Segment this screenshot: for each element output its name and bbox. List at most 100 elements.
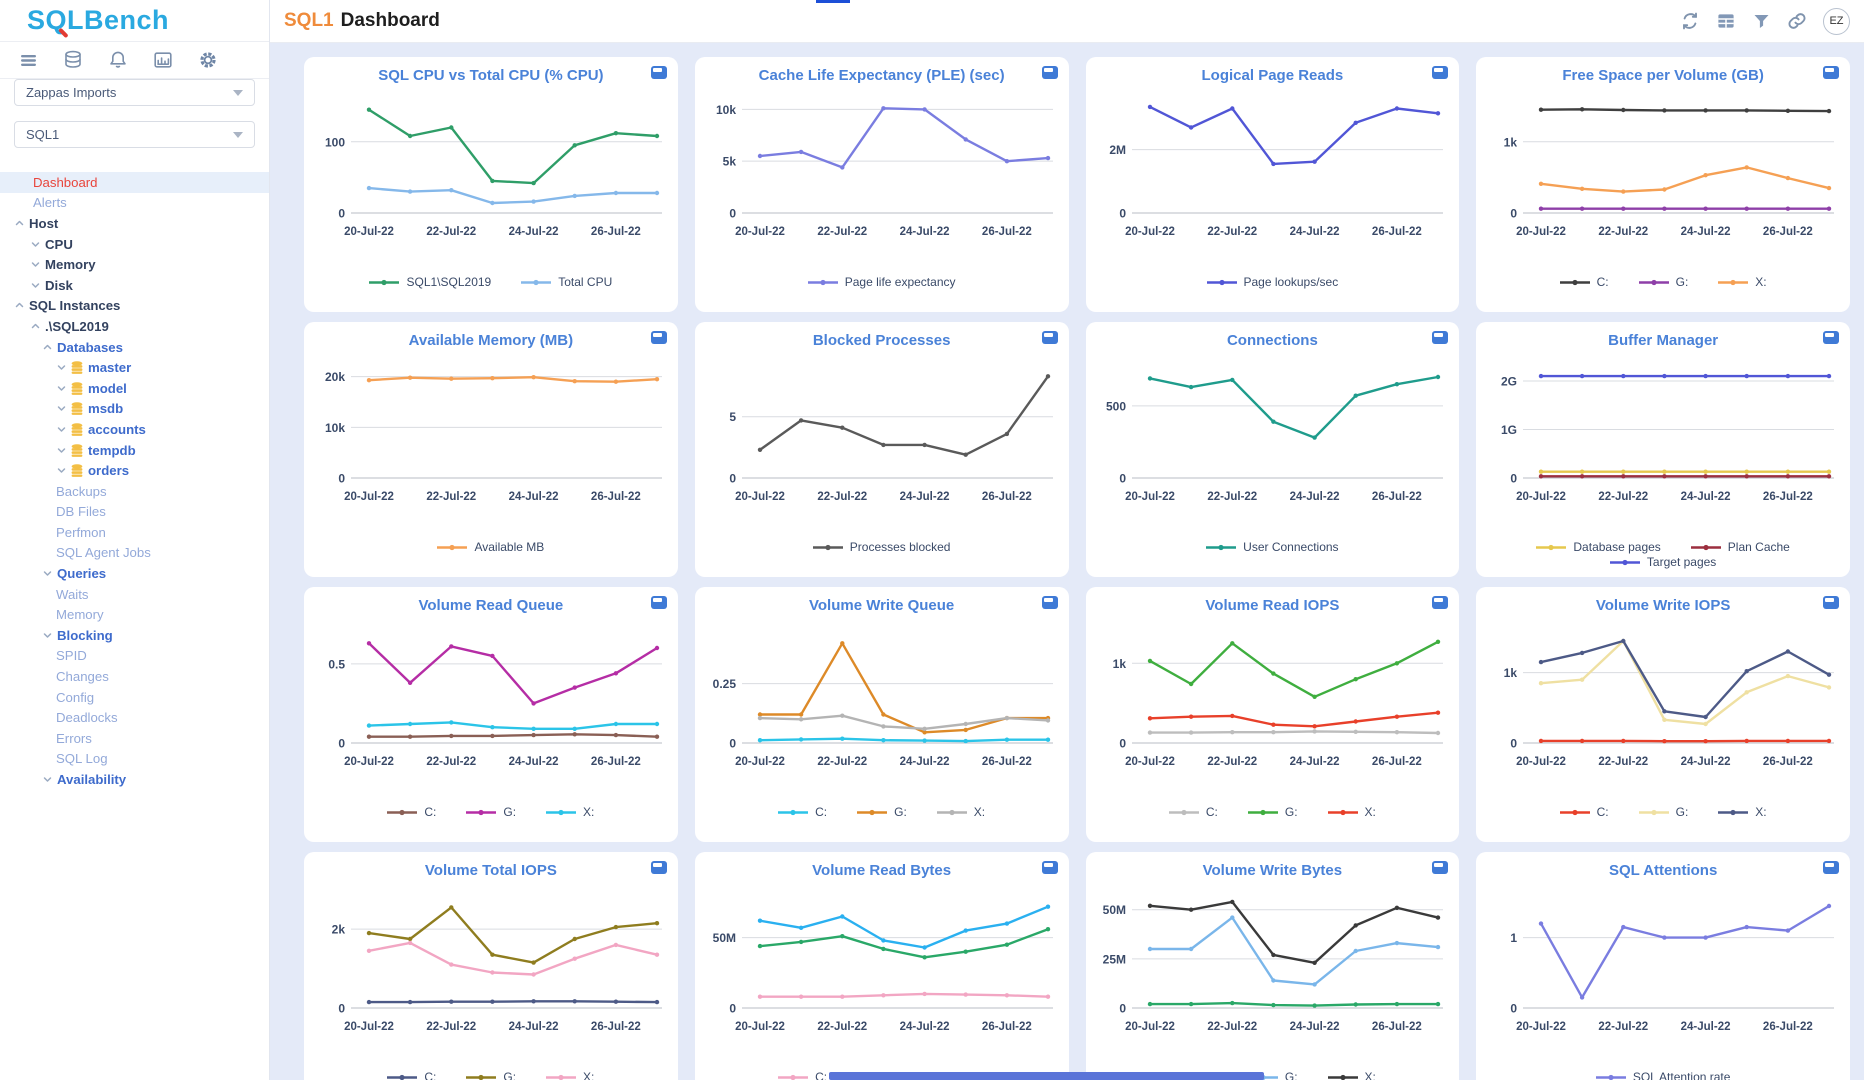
legend-item-total-cpu[interactable]: Total CPU [521,275,612,289]
expand-icon[interactable] [30,259,41,270]
refresh-icon[interactable] [1680,11,1700,31]
expand-icon[interactable] [56,362,67,373]
legend-item-c[interactable]: C: [1168,805,1218,819]
expand-icon[interactable] [56,465,67,476]
tree-item-sql-agent-jobs[interactable]: SQL Agent Jobs [0,543,269,564]
tree-item-perfmon[interactable]: Perfmon [0,522,269,543]
tree-item-deadlocks[interactable]: Deadlocks [0,707,269,728]
tree-item-db-files[interactable]: DB Files [0,502,269,523]
tree-item-memory[interactable]: Memory [0,254,269,275]
legend-item-c[interactable]: C: [778,1070,827,1080]
legend-item-c[interactable]: C: [778,805,827,819]
legend-item-database-pages[interactable]: Database pages [1536,540,1661,554]
tree-item-disk[interactable]: Disk [0,275,269,296]
legend-item-x[interactable]: X: [546,805,594,819]
tree-item-accounts[interactable]: accounts [0,419,269,440]
legend-item-g[interactable]: G: [1638,805,1688,819]
link-icon[interactable] [1787,11,1807,31]
legend-item-x[interactable]: X: [1327,1070,1376,1080]
collapse-icon[interactable] [42,342,53,353]
legend-item-c[interactable]: C: [387,805,436,819]
card-window-icon[interactable] [1432,66,1449,79]
tree-item-cpu[interactable]: CPU [0,234,269,255]
filter-icon[interactable] [1752,12,1771,31]
tree-item-waits[interactable]: Waits [0,584,269,605]
database-icon[interactable] [62,49,84,71]
tree-item-errors[interactable]: Errors [0,728,269,749]
card-window-icon[interactable] [1823,331,1839,344]
legend-item-page-lookups-sec[interactable]: Page lookups/sec [1206,275,1338,289]
card-window-icon[interactable] [650,596,667,609]
tree-item-sql2019[interactable]: .\SQL2019 [0,316,269,337]
tree-item-alerts[interactable]: Alerts [0,193,269,214]
connection-select[interactable]: Zappas Imports [14,79,255,106]
legend-item-target-pages[interactable]: Target pages [1609,555,1716,569]
expand-icon[interactable] [56,383,67,394]
legend-item-g[interactable]: G: [857,805,907,819]
tree-item-msdb[interactable]: msdb [0,399,269,420]
legend-item-g[interactable]: G: [466,1070,516,1080]
instance-select[interactable]: SQL1 [14,121,255,148]
tree-item-memory[interactable]: Memory [0,604,269,625]
expand-icon[interactable] [30,280,41,291]
legend-item-c[interactable]: C: [1559,275,1609,289]
tree-item-dashboard[interactable]: Dashboard [0,172,269,193]
tree-item-blocking[interactable]: Blocking [0,625,269,646]
tree-item-databases[interactable]: Databases [0,337,269,358]
collapse-icon[interactable] [14,300,25,311]
expand-icon[interactable] [56,403,67,414]
tree-item-master[interactable]: master [0,357,269,378]
table-icon[interactable] [1716,11,1736,31]
notifications-bell-icon[interactable] [107,49,129,71]
collapse-icon[interactable] [14,218,25,229]
legend-item-c[interactable]: C: [387,1070,436,1080]
legend-item-page-life-expectancy[interactable]: Page life expectancy [807,275,956,289]
expand-icon[interactable] [42,774,53,785]
legend-item-x[interactable]: X: [1718,275,1767,289]
user-avatar[interactable]: EZ [1823,7,1850,35]
expand-icon[interactable] [42,568,53,579]
legend-item-processes-blocked[interactable]: Processes blocked [812,540,950,554]
card-window-icon[interactable] [1041,861,1058,874]
tree-item-sql-instances[interactable]: SQL Instances [0,296,269,317]
expand-icon[interactable] [56,445,67,456]
card-window-icon[interactable] [1432,596,1449,609]
expand-icon[interactable] [42,630,53,641]
card-window-icon[interactable] [1823,861,1839,874]
tree-item-queries[interactable]: Queries [0,563,269,584]
legend-item-user-connections[interactable]: User Connections [1206,540,1339,554]
card-window-icon[interactable] [650,66,667,79]
tree-item-config[interactable]: Config [0,687,269,708]
charts-icon[interactable] [152,49,174,71]
legend-item-g[interactable]: G: [466,805,516,819]
expand-icon[interactable] [30,239,41,250]
legend-item-c[interactable]: C: [1559,805,1609,819]
card-window-icon[interactable] [1041,331,1058,344]
tree-item-sql-log[interactable]: SQL Log [0,749,269,770]
tree-item-spid[interactable]: SPID [0,646,269,667]
card-window-icon[interactable] [1823,66,1839,79]
tree-item-backups[interactable]: Backups [0,481,269,502]
card-window-icon[interactable] [1041,596,1058,609]
legend-item-g[interactable]: G: [1638,275,1688,289]
legend-item-x[interactable]: X: [1327,805,1376,819]
card-window-icon[interactable] [1041,66,1058,79]
legend-item-available-mb[interactable]: Available MB [437,540,544,554]
card-window-icon[interactable] [650,331,667,344]
tree-item-availability[interactable]: Availability [0,769,269,790]
legend-item-sql-attention-rate[interactable]: SQL Attention rate [1595,1070,1730,1080]
legend-item-g[interactable]: G: [1247,805,1298,819]
collapse-icon[interactable] [30,321,41,332]
card-window-icon[interactable] [1432,331,1449,344]
legend-item-x[interactable]: X: [546,1070,594,1080]
tree-item-host[interactable]: Host [0,213,269,234]
legend-item-x[interactable]: X: [1718,805,1767,819]
legend-item-x[interactable]: X: [936,805,985,819]
horizontal-scrollbar-thumb[interactable] [829,1072,1264,1080]
settings-gear-icon[interactable] [197,49,219,71]
card-window-icon[interactable] [650,861,667,874]
legend-item-plan-cache[interactable]: Plan Cache [1690,540,1790,554]
tree-item-tempdb[interactable]: tempdb [0,440,269,461]
tree-item-model[interactable]: model [0,378,269,399]
expand-icon[interactable] [56,424,67,435]
